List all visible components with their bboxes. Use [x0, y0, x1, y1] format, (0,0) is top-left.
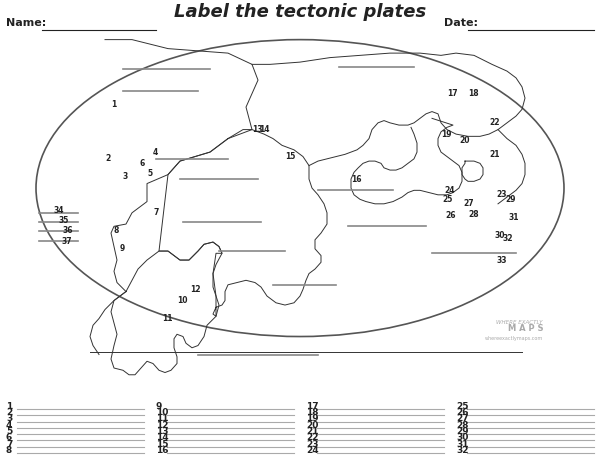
- Text: 23: 23: [306, 440, 319, 448]
- Text: 17: 17: [306, 402, 319, 411]
- Text: 26: 26: [445, 212, 456, 220]
- Text: 21: 21: [489, 150, 499, 159]
- Text: 32: 32: [456, 446, 469, 455]
- Text: 18: 18: [306, 408, 319, 417]
- Text: 36: 36: [62, 226, 73, 235]
- Text: 23: 23: [497, 191, 508, 199]
- Text: 10: 10: [156, 408, 169, 417]
- Text: 25: 25: [442, 195, 452, 204]
- Text: 3: 3: [123, 172, 128, 181]
- Text: 6: 6: [140, 159, 145, 168]
- Text: 18: 18: [468, 89, 479, 98]
- Text: 27: 27: [456, 414, 469, 423]
- Text: 29: 29: [506, 195, 516, 204]
- Text: 27: 27: [463, 199, 474, 208]
- Text: 19: 19: [306, 414, 319, 423]
- Text: 6: 6: [6, 433, 12, 442]
- Ellipse shape: [36, 39, 564, 337]
- Text: 14: 14: [259, 125, 270, 134]
- Text: 2: 2: [105, 154, 110, 164]
- Text: 32: 32: [503, 234, 513, 243]
- Text: 34: 34: [54, 206, 65, 215]
- Text: 15: 15: [156, 440, 169, 448]
- Text: 1: 1: [111, 100, 116, 109]
- Text: 19: 19: [441, 130, 452, 139]
- Text: Label the tectonic plates: Label the tectonic plates: [174, 3, 426, 21]
- Text: 28: 28: [468, 210, 479, 218]
- Text: 31: 31: [456, 440, 469, 448]
- Text: 26: 26: [456, 408, 469, 417]
- Text: 20: 20: [459, 136, 470, 145]
- Text: 25: 25: [456, 402, 469, 411]
- Text: 16: 16: [156, 446, 169, 455]
- Text: 20: 20: [306, 420, 319, 430]
- Text: 22: 22: [489, 118, 499, 127]
- Text: Name:: Name:: [6, 18, 46, 28]
- Text: 31: 31: [508, 213, 519, 222]
- Text: 16: 16: [351, 174, 361, 184]
- Text: 11: 11: [156, 414, 169, 423]
- Text: WHERE EXACTLY: WHERE EXACTLY: [497, 320, 543, 325]
- Text: 8: 8: [6, 446, 12, 455]
- Text: whereexactlymaps.com: whereexactlymaps.com: [485, 336, 543, 341]
- Text: 1: 1: [6, 402, 12, 411]
- Text: 22: 22: [306, 433, 319, 442]
- Text: 12: 12: [156, 420, 169, 430]
- Text: Date:: Date:: [444, 18, 478, 28]
- Text: 7: 7: [6, 440, 13, 448]
- Text: 7: 7: [153, 208, 158, 217]
- Text: 5: 5: [147, 169, 152, 178]
- Text: M A P S: M A P S: [508, 324, 543, 333]
- Text: 33: 33: [497, 256, 508, 265]
- Text: 37: 37: [62, 237, 73, 245]
- Text: 30: 30: [495, 231, 505, 240]
- Text: 28: 28: [456, 420, 469, 430]
- Text: 8: 8: [114, 226, 119, 235]
- Text: 12: 12: [190, 285, 200, 294]
- Text: 9: 9: [156, 402, 163, 411]
- Text: 4: 4: [153, 147, 158, 157]
- Text: 24: 24: [306, 446, 319, 455]
- Text: 30: 30: [456, 433, 469, 442]
- Text: 3: 3: [6, 414, 12, 423]
- Text: 10: 10: [177, 296, 187, 305]
- Text: 2: 2: [6, 408, 12, 417]
- Text: 13: 13: [156, 427, 169, 436]
- Text: 24: 24: [444, 186, 455, 195]
- Text: 21: 21: [306, 427, 319, 436]
- Text: 17: 17: [447, 89, 458, 98]
- Text: 15: 15: [285, 152, 295, 161]
- Text: 9: 9: [120, 244, 125, 253]
- Text: 5: 5: [6, 427, 12, 436]
- Text: 11: 11: [162, 314, 173, 323]
- Text: 4: 4: [6, 420, 13, 430]
- Text: 14: 14: [156, 433, 169, 442]
- Text: 29: 29: [456, 427, 469, 436]
- Text: 35: 35: [59, 216, 69, 225]
- Text: 13: 13: [252, 125, 263, 134]
